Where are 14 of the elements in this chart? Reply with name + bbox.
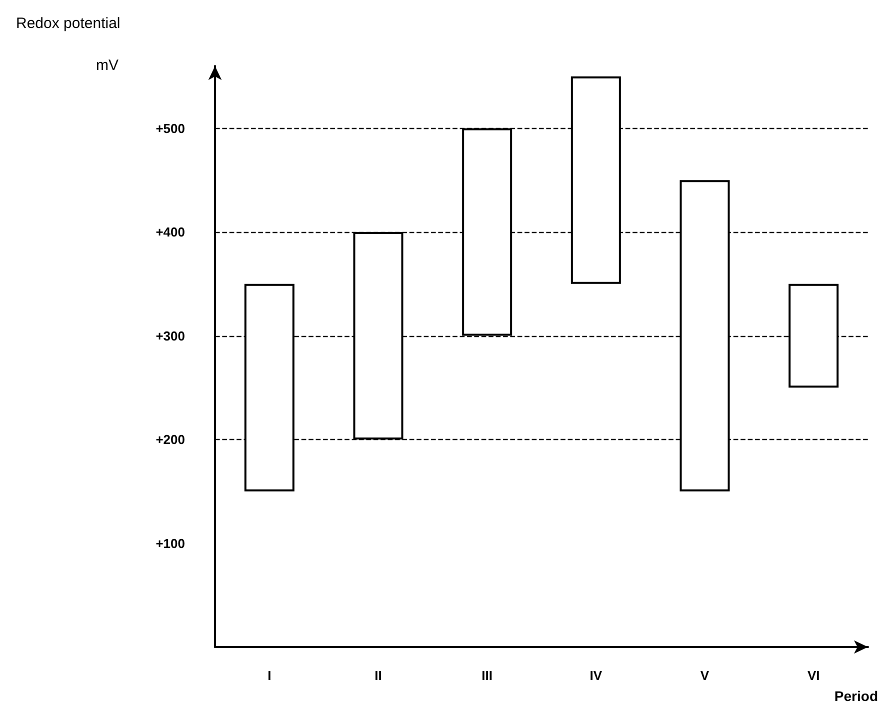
y-tick-label: +400 xyxy=(156,224,185,240)
x-tick-label: I xyxy=(268,668,272,683)
x-tick-label: VI xyxy=(807,668,820,683)
y-tick-label: +300 xyxy=(156,328,185,344)
x-tick-label: V xyxy=(700,668,710,683)
y-tick-label: +500 xyxy=(156,120,185,136)
y-tick-label: +200 xyxy=(156,432,185,447)
y-axis-title: Redox potential xyxy=(16,15,120,32)
text: mV xyxy=(96,57,118,74)
x-tick-label: III xyxy=(482,668,493,683)
x-tick-label: IV xyxy=(590,668,602,683)
x-axis-title: Period xyxy=(834,688,878,704)
y-tick-label: +100 xyxy=(156,536,185,551)
x-tick-label: II xyxy=(374,668,382,683)
